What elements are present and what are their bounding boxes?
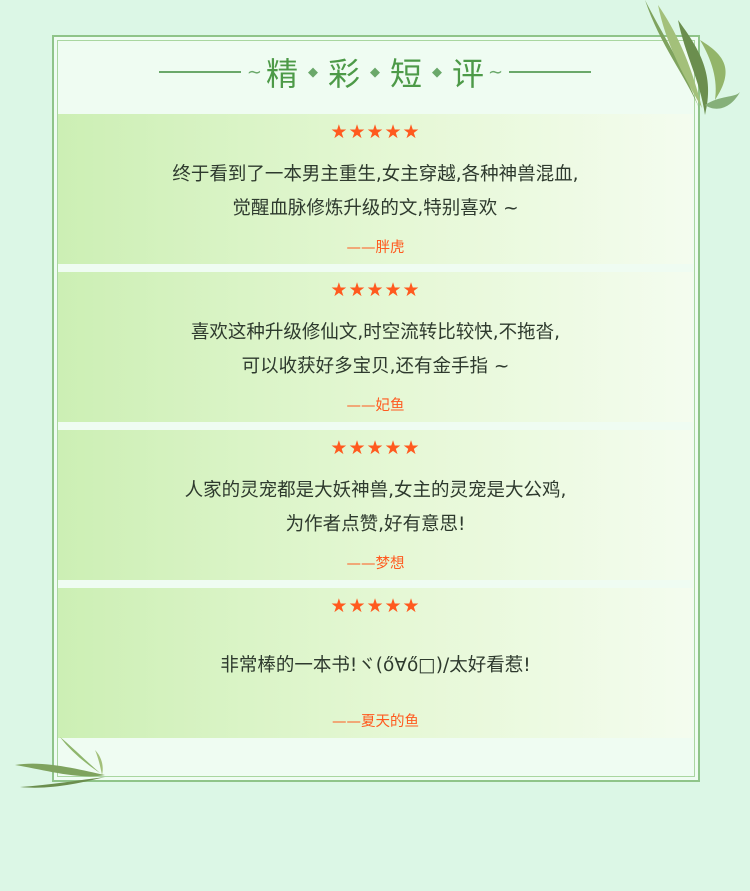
review-author: ——梦想: [346, 556, 405, 572]
title-char: 精: [265, 55, 298, 93]
review-text: 觉醒血脉修炼升级的文,特别喜欢 ~: [232, 198, 519, 219]
title-divider-right: [509, 71, 592, 73]
review-card: ★★★★★ 终于看到了一本男主重生,女主穿越,各种神兽混血, 觉醒血脉修炼升级的…: [58, 114, 693, 264]
star-rating: ★★★★★: [330, 121, 421, 143]
bamboo-leaves-icon: [645, 0, 740, 115]
review-text: 喜欢这种升级修仙文,时空流转比较快,不拖沓,: [190, 322, 561, 343]
review-author: ——夏天的鱼: [332, 714, 419, 730]
title-char: 彩: [327, 55, 360, 93]
star-rating: ★★★★★: [330, 437, 421, 459]
title-char: 短: [390, 55, 423, 93]
star-rating: ★★★★★: [330, 279, 421, 301]
title-ornament-left: ∼: [246, 61, 262, 83]
review-card: ★★★★★ 喜欢这种升级修仙文,时空流转比较快,不拖沓, 可以收获好多宝贝,还有…: [58, 272, 693, 422]
title-char: 评: [452, 55, 485, 93]
review-author: ——妃鱼: [346, 398, 405, 414]
title-diamond-icon: ◆: [307, 64, 318, 80]
review-text: 人家的灵宠都是大妖神兽,女主的灵宠是大公鸡,: [184, 480, 567, 501]
review-author: ——胖虎: [346, 240, 405, 256]
review-text: 可以收获好多宝贝,还有金手指 ~: [241, 356, 510, 377]
title-ornament-right: ∼: [488, 61, 504, 83]
review-text: 非常棒的一本书!ヾ(ő∀ő□)/太好看惹!: [220, 655, 531, 676]
title-diamond-icon: ◆: [432, 64, 443, 80]
inner-frame: [57, 40, 695, 777]
review-card: ★★★★★ 人家的灵宠都是大妖神兽,女主的灵宠是大公鸡, 为作者点赞,好有意思!…: [58, 430, 693, 580]
title-divider-left: [158, 71, 241, 73]
star-rating: ★★★★★: [330, 595, 421, 617]
review-text: 为作者点赞,好有意思!: [285, 514, 466, 535]
review-card: ★★★★★ 非常棒的一本书!ヾ(ő∀ő□)/太好看惹! ——夏天的鱼: [58, 588, 693, 738]
title-diamond-icon: ◆: [370, 64, 380, 80]
section-title: ∼ 精 ◆ 彩 ◆ 短 ◆ 评 ∼: [0, 50, 750, 94]
review-text: 终于看到了一本男主重生,女主穿越,各种神兽混血,: [172, 164, 579, 185]
bamboo-leaves-icon: [15, 737, 105, 788]
